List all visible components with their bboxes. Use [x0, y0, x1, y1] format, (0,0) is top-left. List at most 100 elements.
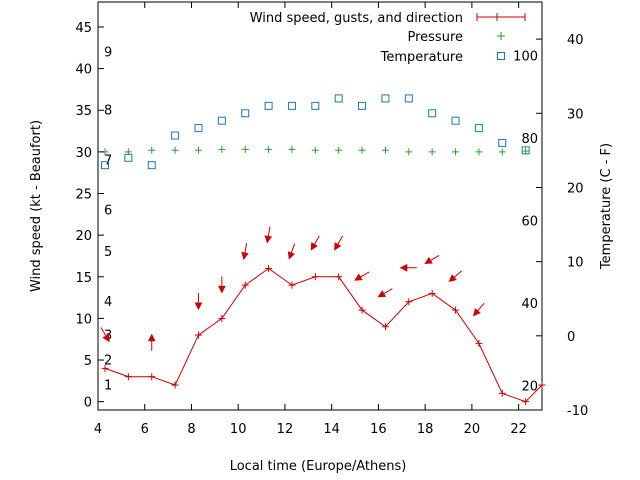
y-tick-label: 40 [75, 63, 92, 78]
fahrenheit-label: 80 [521, 132, 538, 147]
pressure-point [381, 146, 389, 154]
wind-speed-point [335, 273, 343, 281]
temperature-point [171, 131, 180, 140]
y2-tick-label: 40 [567, 33, 584, 48]
wind-speed-point [522, 398, 530, 406]
wind-speed-point [358, 306, 366, 314]
pressure-point [475, 148, 483, 156]
wind-direction-arrows [100, 226, 485, 351]
plot-border [97, 1, 543, 411]
arrow-head [287, 251, 296, 260]
wind-speed-point [194, 331, 202, 339]
wind-speed-point [538, 381, 546, 389]
beaufort-label: 1 [104, 378, 112, 393]
x-tick-label: 6 [141, 422, 149, 437]
wind-speed-point [498, 389, 506, 397]
x-tick-label: 10 [230, 422, 247, 437]
fahrenheit-label: 60 [521, 214, 538, 229]
y-tick-label: 30 [75, 146, 92, 161]
arrow-head [377, 290, 387, 298]
x-tick-label: 14 [323, 422, 340, 437]
x-tick-label: 12 [277, 422, 294, 437]
temperature-point [498, 138, 507, 147]
pressure-point [405, 148, 413, 156]
wind-direction-arrow [147, 333, 156, 351]
wind-direction-arrow [218, 276, 226, 294]
wind-speed-point [452, 306, 460, 314]
y-tick-label: 5 [84, 354, 92, 369]
x-tick-label: 18 [417, 422, 434, 437]
x-tick-label: 4 [94, 422, 102, 437]
y-tick-label: 25 [75, 188, 92, 203]
beaufort-label: 7 [104, 154, 112, 169]
wind-speed-point [311, 273, 319, 281]
wind-speed-point [124, 373, 132, 381]
wind-direction-arrow [310, 235, 320, 251]
y-tick-label: 20 [75, 229, 92, 244]
y2-tick-label: 0 [567, 330, 575, 345]
arrow-head [334, 242, 342, 251]
pressure-point [498, 148, 506, 156]
arrow-head [218, 285, 226, 294]
wind-direction-arrow [194, 293, 203, 311]
pressure-point [288, 145, 296, 153]
x-tick-label: 16 [370, 422, 387, 437]
pressure-point [358, 146, 366, 154]
pressure-series [101, 145, 530, 156]
y2-tick-label: 10 [567, 256, 584, 271]
legend-temperature-square [497, 52, 505, 60]
x-tick-label: 22 [510, 422, 527, 437]
wind-speed-point [241, 281, 249, 289]
legend-key-temperature [497, 52, 505, 60]
pressure-point [171, 146, 179, 154]
wind-speed-point [101, 364, 109, 372]
legend-label-wind: Wind speed, gusts, and direction [250, 11, 463, 26]
y-tick-label: 45 [75, 21, 92, 36]
wind-direction-arrow [334, 235, 344, 251]
y-tick-label: 35 [75, 104, 92, 119]
beaufort-label: 2 [104, 353, 112, 368]
temperature-point [474, 124, 483, 133]
temperature-series [101, 94, 530, 170]
legend-key-wind [476, 13, 526, 21]
pressure-point [148, 146, 156, 154]
arrow-head [102, 333, 110, 343]
pressure-point [241, 145, 249, 153]
y2-tick-label: 30 [567, 107, 584, 122]
arrow-head [147, 333, 156, 342]
wind-direction-arrow [377, 288, 393, 298]
y-tick-label: 0 [84, 396, 92, 411]
beaufort-label: 6 [104, 203, 112, 218]
pressure-point [452, 148, 460, 156]
beaufort-label: 5 [104, 245, 112, 260]
beaufort-label: 8 [104, 104, 112, 119]
temperature-point [334, 94, 343, 103]
fahrenheit-label: 20 [521, 379, 538, 394]
legend-label-temperature: Temperature [380, 50, 463, 65]
x-tick-label: 20 [464, 422, 481, 437]
wind-speed-point [171, 381, 179, 389]
y-axis-label: Wind speed (kt - Beaufort) [29, 120, 44, 292]
temperature-point [101, 161, 110, 170]
arrow-head [354, 273, 363, 281]
wind-speed-point [405, 298, 413, 306]
y2-tick-label: 20 [567, 181, 584, 196]
pressure-point [522, 147, 530, 155]
wind-direction-arrow [264, 226, 273, 244]
wind-direction-arrow [100, 327, 110, 343]
arrow-head [448, 274, 457, 282]
temperature-point [264, 101, 273, 110]
temperature-point [217, 116, 226, 125]
temperature-point [241, 109, 250, 118]
pressure-point [335, 146, 343, 154]
y2-axis-label: Temperature (C - F) [599, 143, 614, 270]
axes: 4 6 8 10 12 14 16 18 20 22051015202530354045-1001… [75, 2, 588, 437]
temperature-point [451, 116, 460, 125]
temperature-point [381, 94, 390, 103]
fahrenheit-label: 40 [521, 297, 538, 312]
wind-speed-point [265, 264, 273, 272]
beaufort-label: 4 [104, 295, 112, 310]
arrow-head [473, 308, 481, 317]
wind-direction-arrow [354, 271, 370, 281]
